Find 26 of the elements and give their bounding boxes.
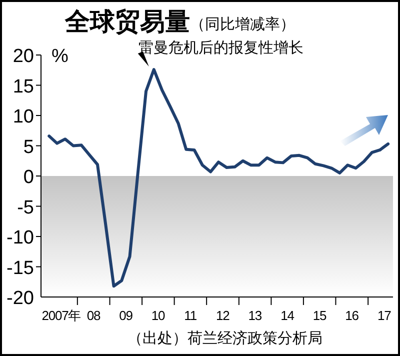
x-tick-label: 13 — [248, 308, 262, 323]
y-tick-label: -10 — [6, 228, 34, 248]
y-axis-title: % — [52, 46, 69, 67]
annotation: 雷曼危机后的报复性增长 — [138, 40, 304, 57]
y-tick-label: 0 — [23, 167, 34, 188]
x-tick-label: 15 — [312, 308, 326, 323]
x-tick-label: 10 — [151, 308, 166, 323]
x-tick-label: 14 — [280, 308, 294, 323]
y-tick-label: -5 — [17, 197, 34, 218]
y-tick-label: 10 — [12, 106, 34, 128]
x-tick-label: 09 — [119, 308, 133, 323]
y-tick-label: -15 — [6, 258, 34, 279]
y-tick-label: 15 — [12, 76, 34, 98]
chart-subtitle: （同比增减率） — [190, 16, 295, 33]
y-tick-label: 20 — [12, 46, 34, 67]
text: （出处）荷兰经济政策分析局 — [128, 330, 322, 347]
line-series — [48, 68, 390, 288]
chart-title: 全球贸易量 — [64, 8, 190, 36]
x-tick-label: 17 — [377, 308, 392, 323]
y-tick-label: -20 — [6, 288, 34, 309]
x-tick-label: 2007年 — [42, 308, 82, 323]
x-tick-label: 16 — [345, 308, 359, 323]
x-tick-label: 12 — [216, 308, 230, 323]
x-tick-label: 11 — [184, 308, 197, 323]
y-tick-label: 5 — [23, 136, 34, 158]
x-tick-label: 08 — [86, 308, 101, 323]
